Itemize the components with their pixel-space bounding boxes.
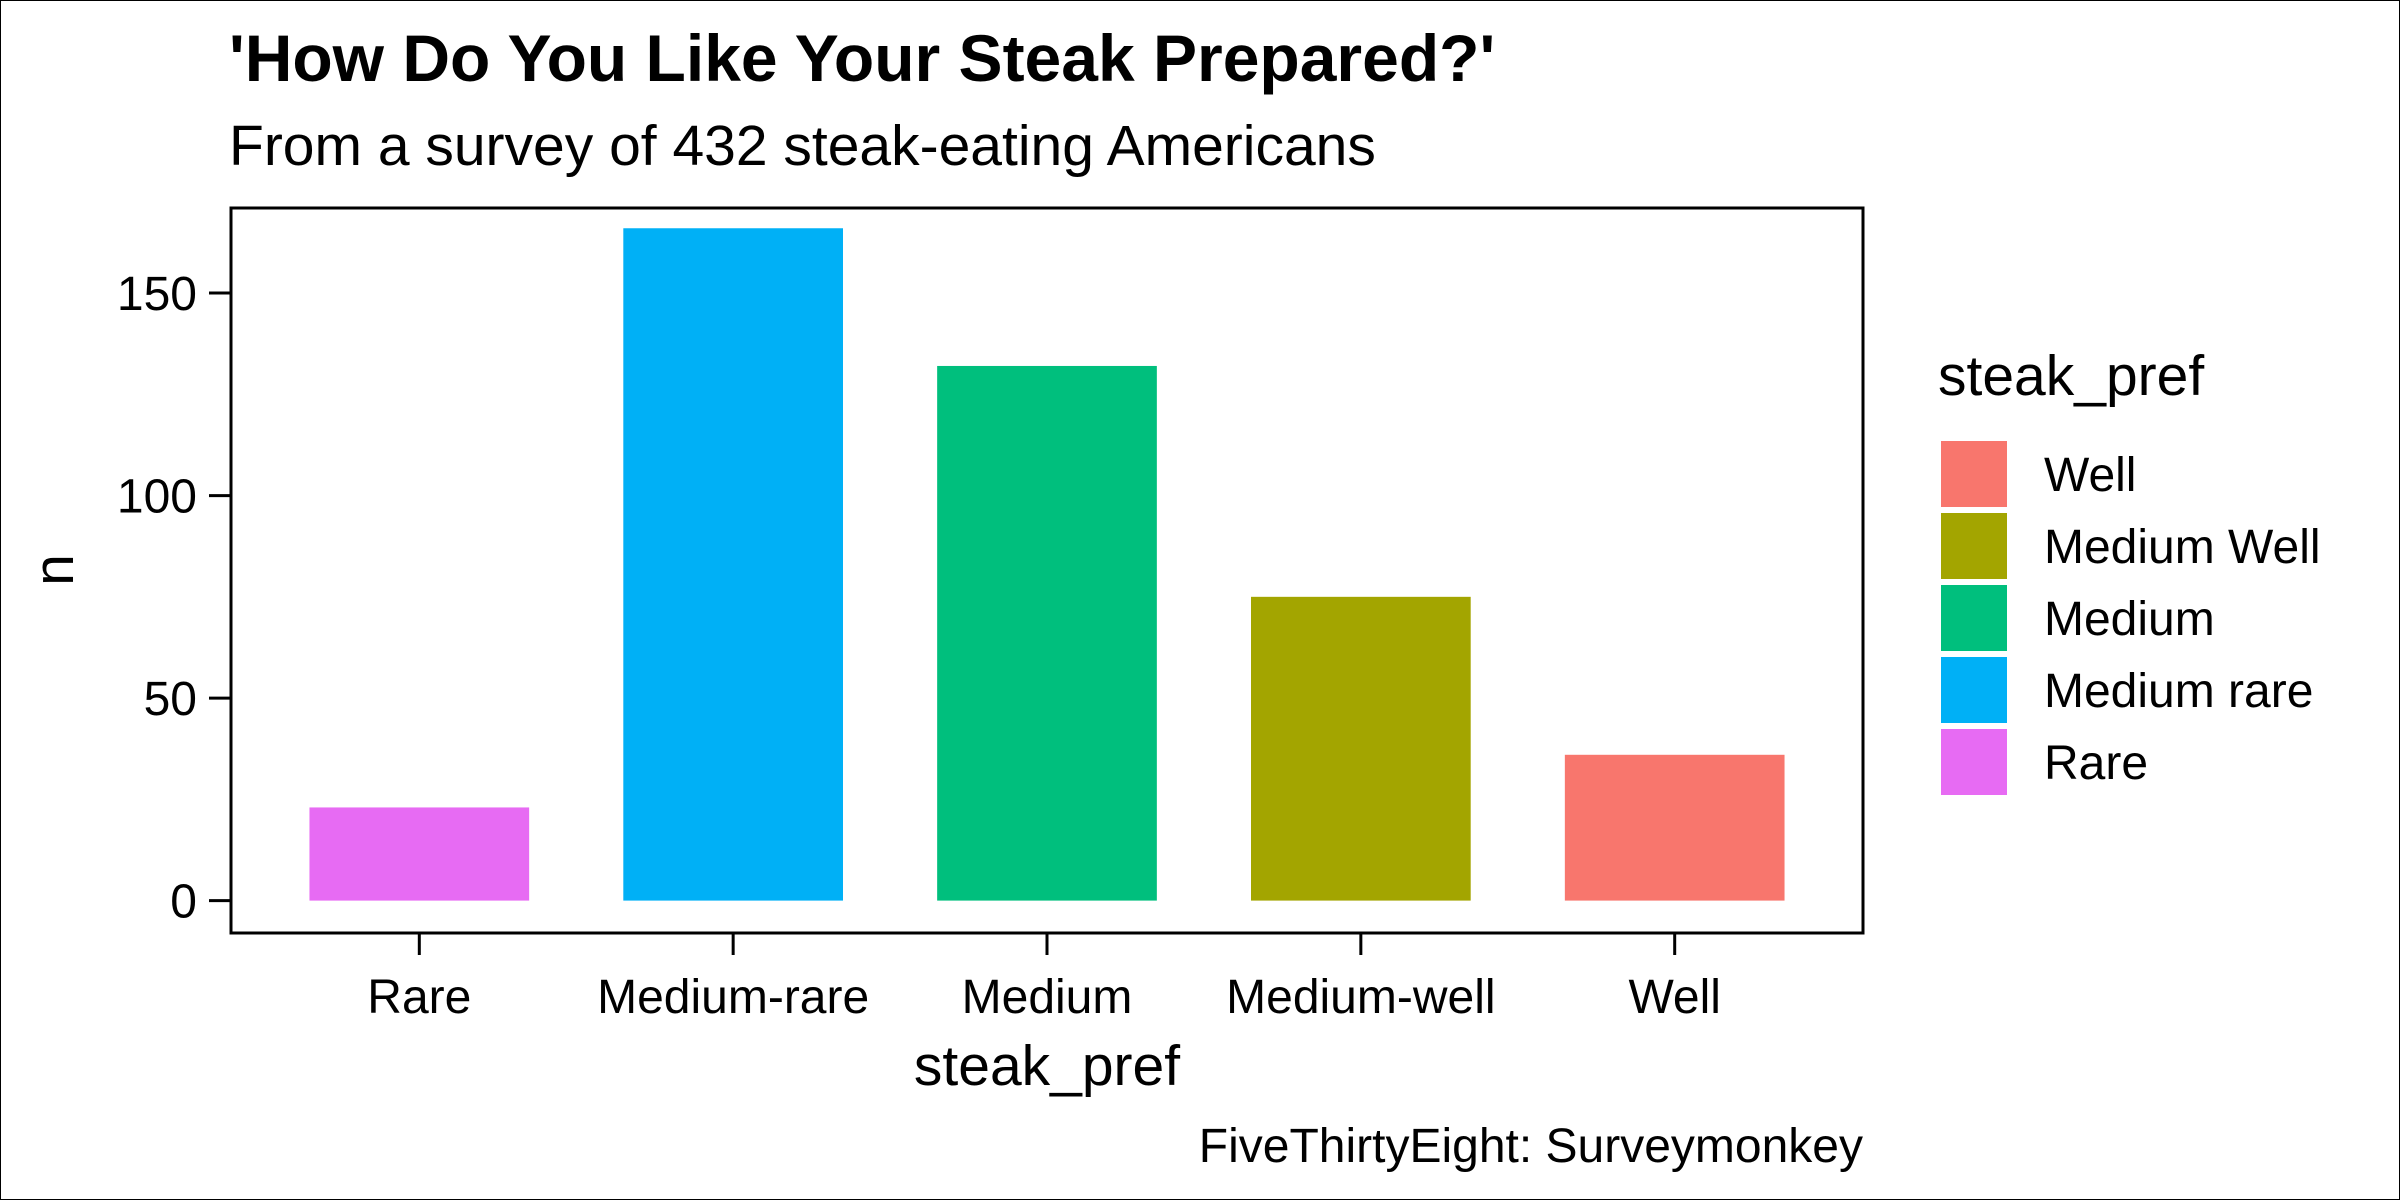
- legend-key: [1941, 513, 2007, 579]
- legend-label: Rare: [2044, 737, 2148, 790]
- legend-key: [1941, 729, 2007, 795]
- x-tick-label: Medium-rare: [597, 971, 869, 1024]
- x-axis-title: steak_pref: [914, 1034, 1180, 1098]
- x-tick-label: Medium: [962, 971, 1133, 1024]
- y-tick-label: 100: [117, 471, 197, 524]
- bars-group: [309, 228, 1785, 901]
- y-tick-label: 0: [170, 876, 197, 929]
- bar-medium: [937, 365, 1157, 901]
- chart-subtitle: From a survey of 432 steak-eating Americ…: [229, 114, 1376, 178]
- x-axis: Rare Medium-rare Medium Medium-well Well: [367, 933, 1721, 1024]
- chart-caption: FiveThirtyEight: Surveymonkey: [1199, 1120, 1863, 1173]
- legend-label: Well: [2044, 449, 2136, 502]
- bar-well: [1564, 754, 1785, 901]
- chart-title: 'How Do You Like Your Steak Prepared?': [229, 21, 1495, 95]
- legend-label: Medium: [2044, 593, 2215, 646]
- legend-label: Medium Well: [2044, 521, 2321, 574]
- x-tick-label: Well: [1628, 971, 1720, 1024]
- y-tick-label: 150: [117, 268, 197, 321]
- bar-medium-well: [1251, 596, 1471, 901]
- y-tick-label: 50: [144, 673, 197, 726]
- x-tick-label: Medium-well: [1226, 971, 1495, 1024]
- legend-key: [1941, 657, 2007, 723]
- y-axis: 0 50 100 150: [117, 268, 231, 929]
- bar-medium-rare: [623, 228, 843, 901]
- legend-key: [1941, 441, 2007, 507]
- y-axis-title: n: [22, 554, 86, 586]
- legend-key: [1941, 585, 2007, 651]
- legend-title: steak_pref: [1938, 344, 2204, 408]
- bar-rare: [309, 807, 530, 901]
- x-tick-label: Rare: [367, 971, 471, 1024]
- legend: Well Medium Well Medium Medium rare Rare: [1941, 441, 2321, 795]
- legend-label: Medium rare: [2044, 665, 2313, 718]
